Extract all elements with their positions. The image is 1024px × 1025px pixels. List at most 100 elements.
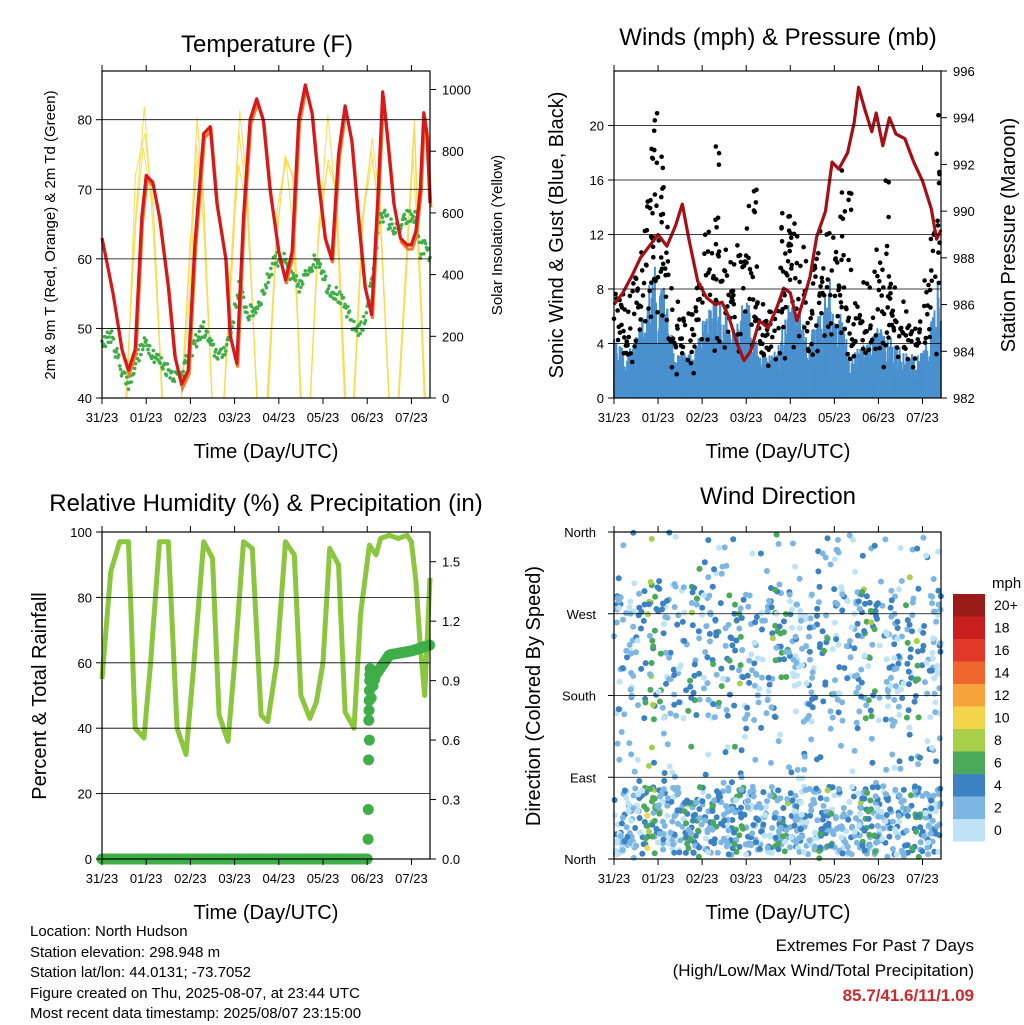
dewpoint-point <box>269 266 273 271</box>
direction-point <box>660 630 667 637</box>
dewpoint-point <box>292 274 296 279</box>
direction-point <box>845 849 852 856</box>
dewpoint-point <box>269 272 274 277</box>
direction-point <box>635 791 642 798</box>
gust-point <box>825 324 831 330</box>
direction-point <box>869 784 876 791</box>
temperature-xtick-label: 01/23 <box>130 410 163 425</box>
gust-point <box>909 329 915 334</box>
gust-point <box>913 326 918 332</box>
dewpoint-point <box>111 337 116 341</box>
dewpoint-point <box>399 223 404 227</box>
direction-point <box>904 660 911 667</box>
direction-point <box>781 618 787 625</box>
gust-point <box>715 215 721 221</box>
direction-point <box>896 712 903 718</box>
direction-point <box>722 642 729 649</box>
dewpoint-point <box>147 344 152 348</box>
direction-point <box>698 611 705 618</box>
direction-point <box>878 809 885 815</box>
direction-point <box>696 784 703 791</box>
direction-point <box>753 839 760 846</box>
dewpoint-point <box>303 269 308 273</box>
direction-point <box>701 674 707 681</box>
direction-point <box>696 670 703 677</box>
direction-point <box>699 798 706 805</box>
gust-point <box>822 333 827 338</box>
colorbar-swatch <box>953 684 985 707</box>
direction-point <box>612 812 618 819</box>
gust-point <box>679 350 685 356</box>
gust-point <box>921 303 927 309</box>
gust-point <box>670 307 675 313</box>
colorbar-label: 18 <box>994 620 1010 636</box>
station-elevation: Station elevation: 298.948 m <box>30 943 221 961</box>
dewpoint-point <box>155 357 160 362</box>
gust-point <box>777 350 783 356</box>
gust-point <box>669 365 675 370</box>
gust-point <box>898 325 904 331</box>
gust-point <box>744 260 749 265</box>
gust-point <box>746 255 751 261</box>
direction-point <box>775 840 782 847</box>
dewpoint-point <box>262 291 267 296</box>
dewpoint-point <box>103 344 108 349</box>
gust-point <box>927 327 932 332</box>
gust-point <box>677 317 682 322</box>
dewpoint-point <box>211 342 216 347</box>
dewpoint-point <box>274 261 279 265</box>
direction-point <box>808 807 815 814</box>
direction-point <box>731 743 738 750</box>
gust-point <box>903 346 908 352</box>
dewpoint-point <box>200 335 204 340</box>
direction-point <box>861 652 868 659</box>
direction-point <box>927 830 934 837</box>
station-location: Location: North Hudson <box>30 923 188 940</box>
direction-point <box>812 829 818 836</box>
gust-point <box>903 333 909 338</box>
dewpoint-point <box>327 284 332 288</box>
direction-point <box>692 811 698 818</box>
dewpoint-point <box>212 354 217 358</box>
direction-point <box>794 766 801 773</box>
gust-point <box>689 326 695 332</box>
direction-point <box>745 833 751 840</box>
gust-point <box>864 329 869 334</box>
gust-point <box>691 370 696 376</box>
dewpoint-point <box>223 352 227 357</box>
gust-point <box>787 241 792 247</box>
dewpoint-point <box>156 353 161 357</box>
direction-point <box>814 612 820 619</box>
direction-point <box>705 537 712 544</box>
direction-point <box>664 812 671 819</box>
direction-point <box>690 849 697 856</box>
direction-point <box>660 846 667 853</box>
direction-point <box>651 795 658 802</box>
winds-y2tick-label: 996 <box>953 64 975 79</box>
direction-point <box>868 713 875 720</box>
dewpoint-point <box>300 282 305 286</box>
humidity-frame <box>101 531 431 860</box>
colorbar-label: 20+ <box>994 597 1018 613</box>
gust-point <box>922 278 927 283</box>
dewpoint-point <box>170 369 174 374</box>
direction-point <box>900 680 907 687</box>
dewpoint-point <box>201 325 205 329</box>
direction-point <box>688 694 695 701</box>
direction-point <box>707 638 713 645</box>
direction-point <box>681 638 688 644</box>
direction-point <box>711 836 718 843</box>
direction-point <box>650 716 657 723</box>
direction-point <box>899 695 906 702</box>
temperature-ytick-label: 40 <box>78 391 92 406</box>
direction-point <box>777 731 784 738</box>
direction-point <box>667 649 674 656</box>
dewpoint-point <box>299 285 303 290</box>
gust-point <box>652 147 657 153</box>
gust-point <box>658 212 664 218</box>
gust-point <box>779 224 784 230</box>
gust-point <box>888 291 893 296</box>
humidity-xtick-label: 01/23 <box>130 871 163 886</box>
direction-point <box>834 601 841 608</box>
direction-point <box>731 829 737 836</box>
